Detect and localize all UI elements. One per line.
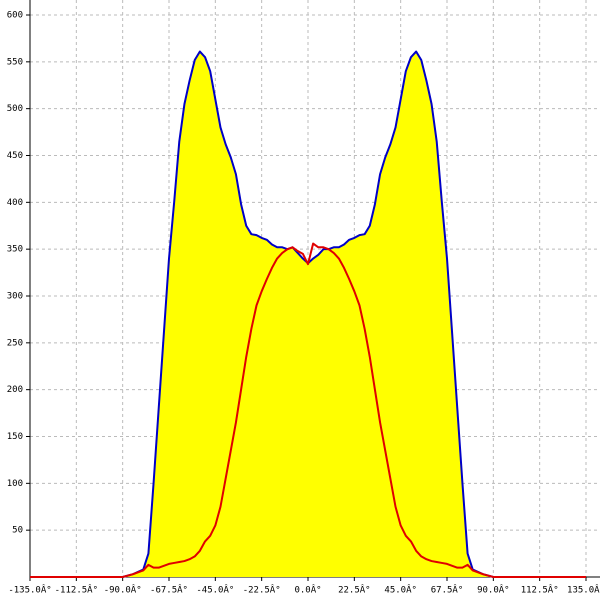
x-tick-label: -90.0Â° (104, 584, 142, 596)
y-tick-label: 50 (12, 526, 23, 536)
x-tick-label: 22.5Â° (338, 584, 371, 596)
x-tick-label: -22.5Â° (243, 584, 281, 596)
y-tick-label: 550 (7, 57, 23, 67)
series-line (30, 242, 586, 578)
x-tick-label: -45.0Â° (196, 584, 234, 596)
x-tick-label: -135.0Â° (8, 584, 51, 596)
x-tick-label: 67.5Â° (431, 584, 464, 596)
y-tick-label: 450 (7, 151, 23, 161)
y-tick-label: 150 (7, 432, 23, 442)
x-tick-label: 135.0Â° (567, 584, 600, 596)
y-tick-label: 600 (7, 11, 23, 21)
y-tick-label: 300 (7, 292, 23, 302)
y-tick-label: 200 (7, 385, 23, 395)
x-tick-label: -67.5Â° (150, 584, 188, 596)
x-tick-label: 112.5Â° (521, 584, 559, 596)
area-fill (30, 51, 586, 577)
x-tick-label: 90.0Â° (477, 584, 510, 596)
y-tick-label: 400 (7, 198, 23, 208)
y-tick-label: 100 (7, 479, 23, 489)
x-tick-label: 0.0Â° (294, 584, 321, 596)
y-tick-label: 250 (7, 338, 23, 348)
y-tick-label: 500 (7, 104, 23, 114)
x-tick-label: 45.0Â° (384, 584, 417, 596)
y-tick-label: 350 (7, 245, 23, 255)
x-tick-label: -112.5Â° (55, 584, 98, 596)
